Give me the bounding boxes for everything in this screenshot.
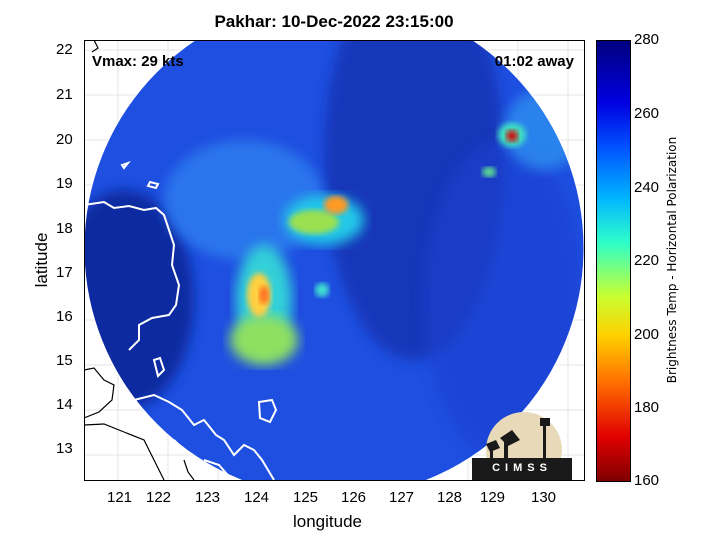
x-tick-label: 121 [107, 489, 133, 506]
x-tick-label: 123 [195, 489, 221, 506]
x-tick-label: 124 [244, 489, 270, 506]
x-axis-label: longitude [293, 512, 363, 531]
x-tick-label: 129 [480, 489, 506, 506]
colorbar-label: Brightness Temp - Horizontal Polarizatio… [665, 136, 679, 384]
y-tick-label: 17 [56, 264, 73, 281]
y-tick-label: 13 [56, 440, 73, 457]
colorbar [596, 40, 631, 482]
x-tick-label: 127 [389, 489, 415, 506]
y-tick-label: 18 [56, 220, 73, 237]
y-tick-label: 14 [56, 396, 73, 413]
map-plot-area: CIMSS Vmax: 29 kts 01:02 away [84, 40, 584, 480]
map-title: Pakhar: 10-Dec-2022 23:15:00 [214, 12, 454, 31]
x-tick-label: 130 [531, 489, 557, 506]
y-axis-label: latitude [32, 232, 51, 288]
x-tick-label: 128 [437, 489, 463, 506]
cimss-logo: CIMSS [472, 410, 572, 480]
colorbar-tick-label: 160 [634, 472, 660, 489]
x-tick-label: 125 [293, 489, 319, 506]
colorbar-tick-label: 220 [634, 252, 660, 269]
colorbar-tick-label: 240 [634, 179, 660, 196]
x-tick-label: 122 [146, 489, 172, 506]
time-away-label: 01:02 away [494, 53, 574, 70]
y-tick-label: 15 [56, 352, 73, 369]
brightness-temperature-swath [84, 40, 584, 480]
x-tick-label: 126 [341, 489, 367, 506]
logo-text: CIMSS [492, 462, 552, 474]
coastline-outside [84, 40, 195, 480]
colorbar-tick-label: 260 [634, 105, 660, 122]
y-tick-label: 21 [56, 86, 73, 103]
colorbar-tick-label: 180 [634, 399, 660, 416]
y-tick-label: 20 [56, 131, 73, 148]
y-tick-label: 22 [56, 41, 73, 58]
satellite-swath-map [84, 40, 584, 480]
colorbar-tick-label: 280 [634, 31, 660, 48]
y-tick-label: 19 [56, 175, 73, 192]
y-tick-label: 16 [56, 308, 73, 325]
vmax-label: Vmax: 29 kts [92, 53, 184, 70]
colorbar-tick-label: 200 [634, 326, 660, 343]
